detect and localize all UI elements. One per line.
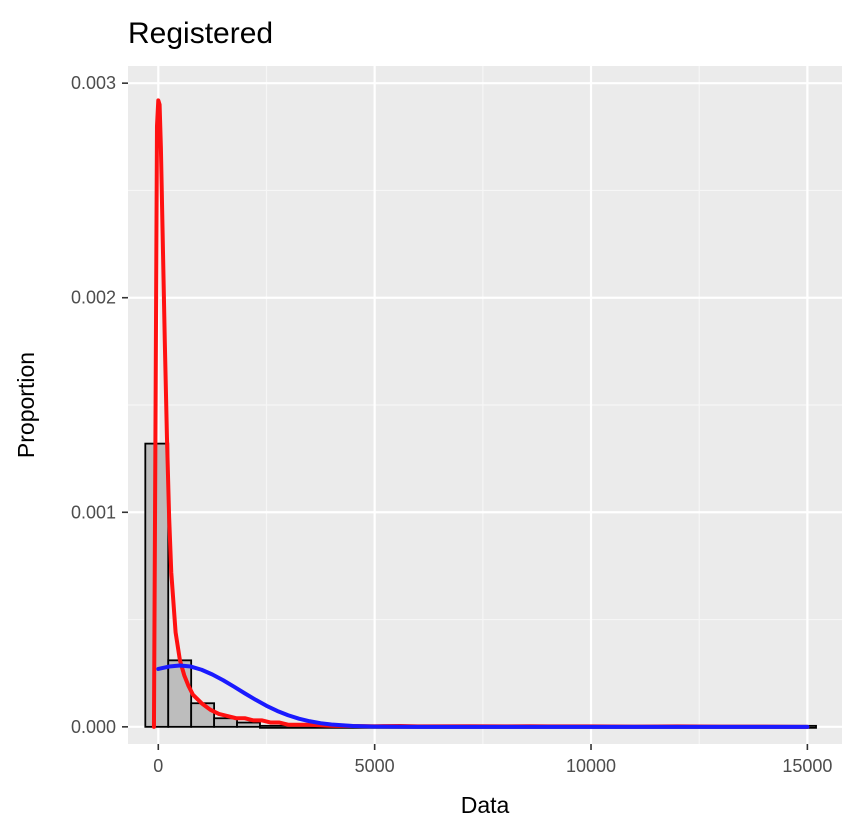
histogram-bar xyxy=(236,721,261,728)
histogram-bar xyxy=(190,702,216,728)
y-axis-title: Proportion xyxy=(13,352,39,458)
x-tick-label: 0 xyxy=(153,756,163,776)
density-curves xyxy=(151,98,810,729)
x-tick-label: 5000 xyxy=(355,756,395,776)
chart-title: Registered xyxy=(128,17,273,50)
y-axis-ticks: 0.000 0.001 0.002 0.003 xyxy=(71,73,128,737)
x-tick-label: 10000 xyxy=(566,756,616,776)
histogram-bar xyxy=(167,659,193,728)
minor-gridlines xyxy=(128,66,842,744)
y-tick-label: 0.002 xyxy=(71,288,116,308)
y-tick-label: 0.000 xyxy=(71,717,116,737)
y-tick-label: 0.001 xyxy=(71,502,116,522)
x-axis-title: Data xyxy=(461,792,510,818)
x-axis-ticks: 0 5000 10000 15000 xyxy=(153,744,832,776)
y-tick-label: 0.003 xyxy=(71,73,116,93)
blue-normal-curve xyxy=(156,663,810,729)
x-tick-label: 15000 xyxy=(782,756,832,776)
